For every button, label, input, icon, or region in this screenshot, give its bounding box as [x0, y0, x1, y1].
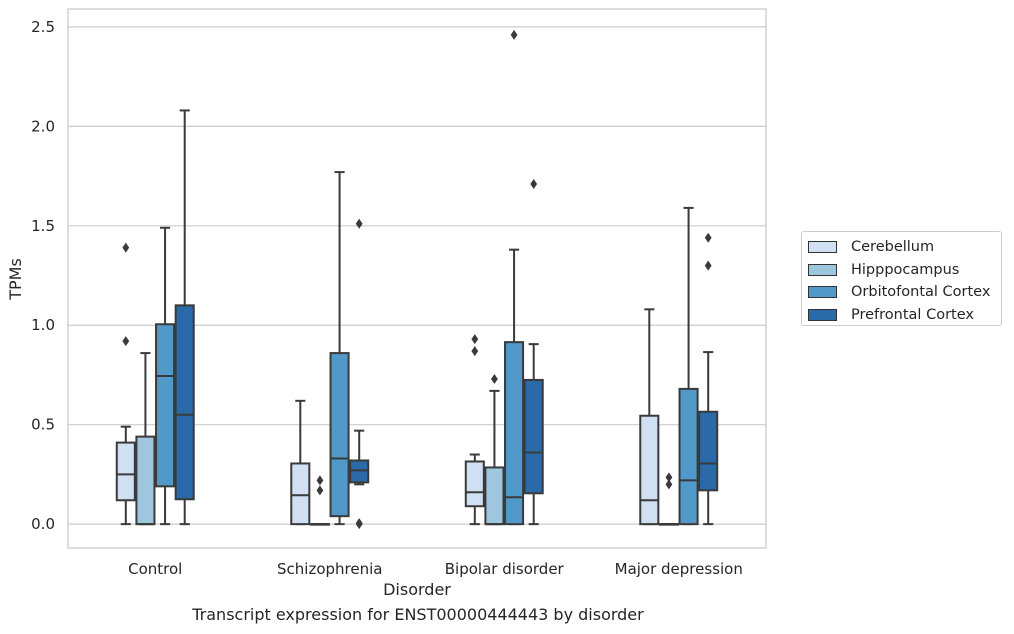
- iqr-box: [639, 414, 660, 526]
- iqr-box: [174, 304, 195, 501]
- box-0-1: [135, 352, 156, 526]
- plot-frame: [67, 8, 767, 549]
- box-2-0: [464, 334, 485, 526]
- y-axis-label: TPMs: [6, 258, 25, 301]
- box-0-3: [174, 109, 195, 526]
- y-tick-label: 0.0: [31, 515, 55, 533]
- y-tick-label: 1.5: [31, 217, 55, 235]
- box-1-2: [329, 171, 350, 526]
- iqr-box: [464, 460, 485, 508]
- outlier-point: [122, 242, 130, 253]
- iqr-box: [329, 352, 350, 518]
- outlier-point: [355, 218, 363, 229]
- iqr-box: [115, 441, 136, 502]
- legend-swatch: [808, 263, 837, 276]
- outlier-point: [704, 260, 712, 271]
- box-2-2: [504, 29, 525, 526]
- x-tick-labels: Control Schizophrenia Bipolar disorder Majo…: [128, 560, 743, 578]
- box-3-2: [678, 206, 699, 526]
- legend-item: Prefrontal Cortex: [808, 304, 1001, 327]
- legend-label: Orbitofontal Cortex: [851, 284, 991, 301]
- iqr-box: [484, 466, 505, 526]
- iqr-box: [135, 435, 156, 526]
- figure-caption: Transcript expression for ENST0000044444…: [192, 605, 644, 624]
- box-2-3: [523, 179, 544, 526]
- iqr-box: [155, 323, 176, 488]
- outlier-point: [122, 336, 130, 347]
- outlier-point: [316, 485, 324, 496]
- iqr-box: [290, 462, 311, 526]
- legend-swatch: [808, 241, 837, 254]
- y-tick-label: 2.5: [31, 18, 55, 36]
- iqr-box: [678, 387, 699, 526]
- iqr-box: [504, 341, 525, 526]
- outlier-point: [704, 232, 712, 243]
- box-series: [115, 29, 719, 530]
- box-1-0: [290, 399, 311, 526]
- x-tick-label: Bipolar disorder: [445, 560, 565, 578]
- legend: Cerebellum Hipppocampus Orbitofontal Corte…: [801, 231, 1002, 326]
- box-3-1: [658, 472, 679, 526]
- outlier-point: [510, 29, 518, 40]
- outlier-point: [491, 373, 498, 384]
- box-0-0: [115, 242, 136, 526]
- x-tick-label: Control: [128, 560, 182, 578]
- iqr-box: [698, 410, 719, 492]
- legend-swatch: [808, 286, 837, 299]
- legend-swatch: [808, 308, 837, 321]
- legend-label: Hipppocampus: [851, 261, 960, 278]
- outlier-point: [316, 475, 324, 486]
- y-tick-labels: 0.0 0.5 1.0 1.5 2.0 2.5: [31, 18, 55, 533]
- outlier-point: [471, 334, 479, 345]
- box-3-3: [698, 232, 719, 526]
- box-1-1: [309, 475, 330, 526]
- y-tick-label: 2.0: [31, 117, 55, 135]
- x-tick-label: Major depression: [615, 560, 743, 578]
- outlier-point: [530, 179, 538, 190]
- outlier-point: [665, 472, 673, 483]
- y-tick-label: 0.5: [31, 416, 55, 434]
- legend-label: Cerebellum: [851, 239, 935, 256]
- outlier-point: [355, 518, 363, 529]
- legend-item: Hipppocampus: [808, 259, 1001, 282]
- legend-label: Prefrontal Cortex: [851, 306, 974, 323]
- y-tick-label: 1.0: [31, 316, 55, 334]
- x-axis-label: Disorder: [383, 580, 451, 599]
- iqr-box: [523, 378, 544, 495]
- box-2-1: [484, 373, 505, 526]
- box-3-0: [639, 308, 660, 526]
- x-tick-label: Schizophrenia: [277, 560, 382, 578]
- box-1-3: [349, 218, 370, 530]
- legend-item: Cerebellum: [808, 236, 1001, 259]
- outlier-point: [471, 346, 479, 357]
- legend-item: Orbitofontal Cortex: [808, 281, 1001, 304]
- outlier-point: [665, 479, 673, 490]
- box-0-2: [155, 226, 176, 526]
